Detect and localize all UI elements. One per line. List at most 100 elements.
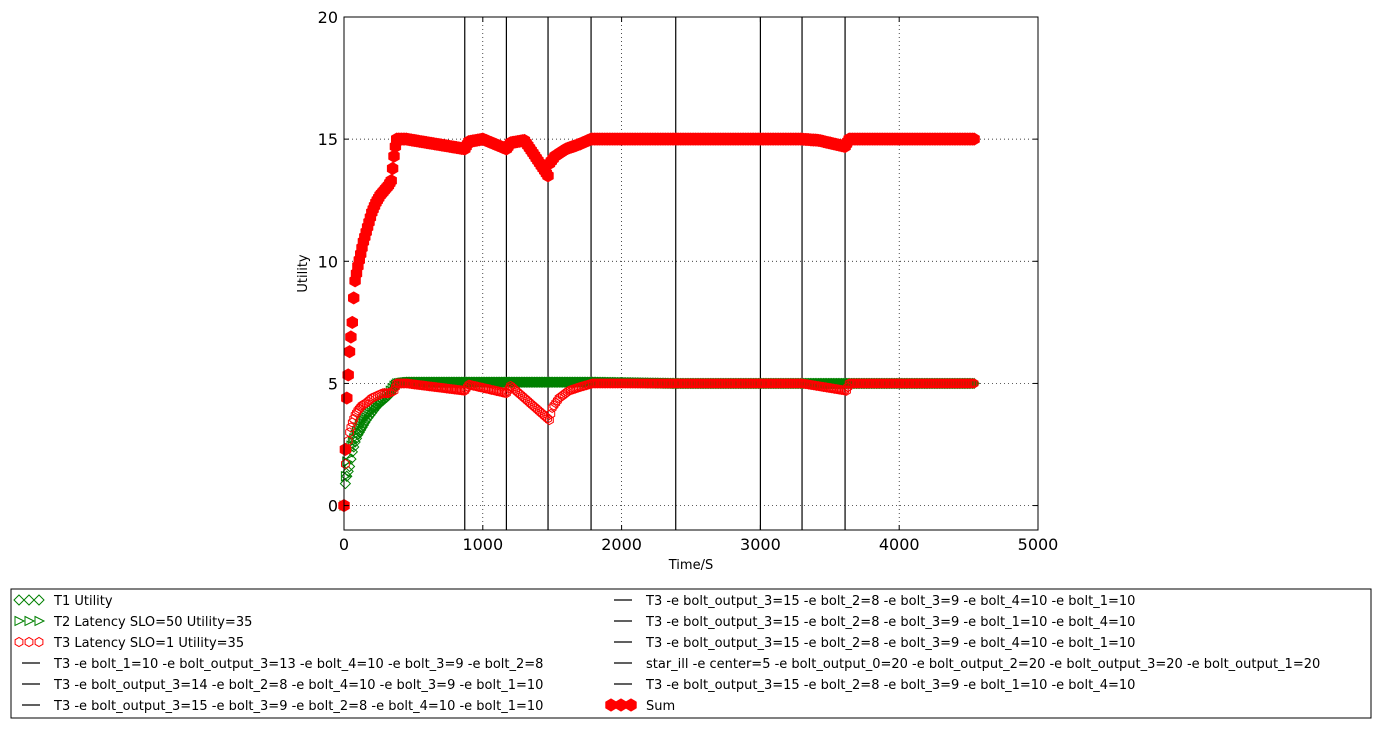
data-point: [760, 378, 770, 389]
legend-item: T3 -e bolt_output_3=15 -e bolt_3=9 -e bo…: [22, 699, 543, 714]
data-point: [966, 378, 976, 389]
series-2: [339, 378, 979, 511]
data-point: [893, 378, 902, 389]
y-tick-label: 0: [328, 497, 338, 516]
series-0: [338, 376, 980, 512]
data-point: [545, 415, 554, 426]
data-point: [859, 378, 869, 389]
data-point: [498, 387, 508, 398]
legend-label: T3 -e bolt_1=10 -e bolt_output_3=13 -e b…: [53, 657, 543, 672]
legend-item: star_ill -e center=5 -e bolt_output_0=20…: [614, 657, 1320, 672]
legend-marker-swatch: [24, 636, 34, 648]
legend-item: T3 Latency SLO=1 Utility=35: [14, 636, 244, 651]
data-point: [385, 174, 397, 188]
data-point: [366, 407, 378, 419]
legend-marker-swatch: [34, 615, 46, 627]
data-point: [769, 378, 778, 389]
y-tick-label: 20: [318, 8, 338, 27]
y-axis-label: Utility: [296, 254, 311, 293]
data-point: [356, 401, 366, 413]
data-point: [782, 378, 792, 389]
data-point: [369, 402, 382, 414]
data-point: [951, 378, 961, 389]
data-point: [348, 291, 360, 305]
data-point: [908, 378, 917, 389]
data-point: [785, 378, 795, 389]
data-point: [764, 378, 773, 389]
data-point: [549, 400, 559, 411]
legend-marker-swatch: [13, 594, 25, 606]
data-point: [779, 378, 788, 389]
legend-marker-swatch: [625, 698, 637, 712]
legend: T1 Utility T2 Latency SLO=50 Utility=35 T3…: [10, 588, 1372, 719]
data-point: [546, 408, 556, 420]
legend-label: T1 Utility: [53, 594, 113, 609]
data-point: [941, 378, 951, 389]
data-point: [854, 378, 864, 389]
legend-marker-swatch: [34, 636, 44, 648]
legend-label: T3 -e bolt_output_3=15 -e bolt_2=8 -e bo…: [645, 615, 1135, 630]
legend-marker-swatch: [23, 594, 35, 606]
data-point: [386, 161, 399, 176]
data-point: [354, 403, 364, 414]
data-point: [864, 378, 874, 389]
legend-marker-swatch: [14, 615, 26, 627]
data-point: [596, 378, 606, 389]
data-point: [364, 409, 376, 421]
data-point: [840, 385, 850, 396]
data-point: [357, 400, 367, 411]
legend-item: T2 Latency SLO=50 Utility=35: [14, 615, 252, 630]
data-point: [770, 378, 780, 389]
y-tick-label: 5: [328, 374, 338, 393]
data-point: [762, 378, 772, 389]
series-11: [338, 132, 980, 513]
data-point: [784, 378, 793, 389]
data-point: [849, 378, 859, 389]
data-point: [367, 404, 380, 417]
data-point: [360, 414, 372, 426]
legend-item: T3 -e bolt_output_3=15 -e bolt_2=8 -e bo…: [614, 594, 1135, 609]
x-tick-label: 0: [339, 535, 349, 554]
x-tick-label: 5000: [1018, 535, 1059, 554]
data-point: [547, 402, 557, 413]
data-point: [384, 388, 393, 399]
data-point: [946, 378, 956, 389]
data-point: [345, 330, 357, 344]
data-point: [341, 458, 350, 470]
data-point: [504, 383, 514, 394]
legend-marker-swatch: [33, 594, 45, 606]
data-point: [342, 368, 354, 382]
legend-marker-swatch: [14, 636, 24, 648]
data-point: [339, 442, 352, 456]
data-point: [921, 378, 931, 389]
legend-item: T3 -e bolt_output_3=15 -e bolt_2=8 -e bo…: [614, 615, 1135, 630]
data-point: [553, 395, 562, 406]
data-point: [765, 378, 775, 389]
data-point: [360, 398, 370, 409]
legend-item: T3 -e bolt_output_3=15 -e bolt_2=8 -e bo…: [614, 636, 1135, 651]
legend-label: T3 -e bolt_output_3=15 -e bolt_2=8 -e bo…: [645, 594, 1135, 609]
grid: [344, 17, 1038, 530]
data-point: [346, 315, 358, 329]
legend-marker-swatch: [605, 698, 617, 712]
data-point: [772, 378, 782, 389]
legend-box: [10, 588, 1372, 719]
data-point: [742, 378, 752, 389]
legend-item: T1 Utility: [13, 594, 113, 609]
data-point: [963, 378, 972, 389]
x-tick-label: 1000: [462, 535, 503, 554]
legend-item: Sum: [605, 698, 675, 714]
legend-label: T3 -e bolt_output_3=15 -e bolt_2=8 -e bo…: [645, 636, 1135, 651]
data-point: [777, 378, 787, 389]
x-axis-label: Time/S: [668, 558, 713, 573]
y-tick-label: 15: [318, 130, 338, 149]
data-point: [844, 378, 854, 389]
data-point: [387, 386, 397, 397]
data-point: [352, 407, 361, 418]
vertical-lines: [464, 17, 846, 530]
data-point: [767, 378, 777, 389]
data-point: [916, 378, 926, 389]
axis-ticks: 0 1000 2000 3000 4000 5000 0 5 10 15 20: [318, 8, 1059, 554]
data-point: [969, 378, 979, 389]
